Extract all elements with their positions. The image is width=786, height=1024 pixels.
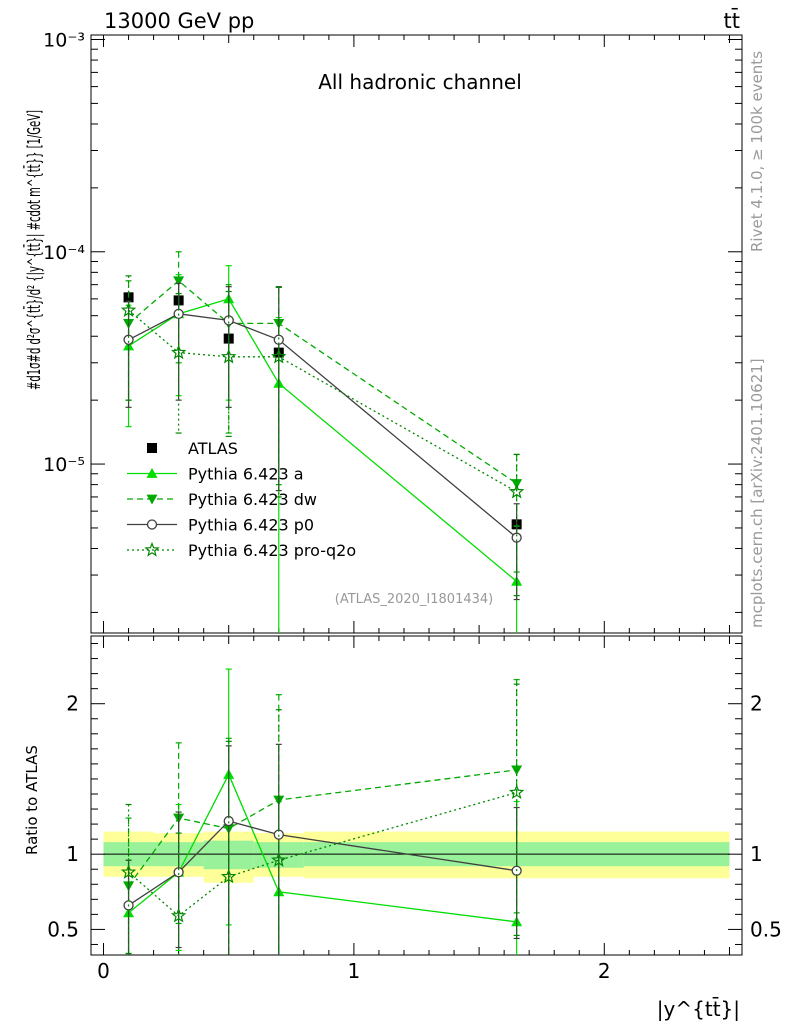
marker-pythia-6-423-pro-q2o: [170, 344, 187, 360]
mcplots-label: mcplots.cern.ch [arXiv:2401.10621]: [748, 358, 766, 628]
legend: ATLAS Pythia 6.423 a Pythia 6.423 dw Pythia…: [127, 439, 356, 560]
marker-pythia-6-423-pro-q2o: [120, 302, 137, 317]
legend-label-pythia-6-423-dw: Pythia 6.423 dw: [188, 490, 317, 509]
x-tick-label: 1: [348, 959, 361, 983]
legend-marker-atlas: [147, 443, 157, 453]
marker-pythia-6-423-p0: [511, 532, 522, 543]
x-tick-label: 0: [97, 959, 110, 983]
marker-pythia-6-423-pro-q2o: [220, 868, 237, 884]
y-tick-label: 10⁻⁴: [43, 242, 85, 264]
channel-label: All hadronic channel: [318, 70, 522, 94]
main-y-axis-title: #d1σ#d d²σ^{tt̄}/d² {|y^{tt̄}| #cdot m^{…: [23, 110, 45, 390]
main-axis-ticks: 10⁻⁵ 10⁻⁴ 10⁻³: [43, 29, 742, 633]
main-panel-frame: [90, 34, 743, 634]
marker-pythia-6-423-dw: [173, 276, 185, 287]
series-line-pythia-6-423-p0: [128, 313, 518, 539]
y-tick-label: 1: [66, 842, 79, 866]
series-line-pythia-6-423-pro-q2o: [128, 309, 517, 493]
x-tick-label: 2: [598, 959, 611, 983]
energy-label: 13000 GeV pp: [104, 9, 254, 33]
y-tick-label: 2: [66, 692, 79, 716]
legend-marker-pythia-6-423-p0: [146, 519, 158, 530]
legend-marker-pythia-6-423-a: [146, 468, 158, 478]
analysis-label: (ATLAS_2020_I1801434): [335, 592, 493, 607]
marker-pythia-6-423-p0: [173, 867, 184, 878]
y-tick-label-right: 0.5: [750, 917, 782, 941]
y-tick-label-right: 1: [750, 842, 763, 866]
legend-marker-pythia-6-423-pro-q2o: [144, 541, 160, 557]
x-axis-title: |y^{tt̄}|: [657, 996, 740, 1021]
main-series-layer: [120, 251, 525, 633]
legend-label-pythia-6-423-pro-q2o: Pythia 6.423 pro-q2o: [188, 541, 356, 560]
ratio-series-layer: [120, 668, 525, 955]
marker-pythia-6-423-pro-q2o: [508, 483, 525, 499]
ratio-panel-frame: [90, 635, 743, 956]
marker-pythia-6-423-pro-q2o: [220, 348, 237, 364]
marker-pythia-6-423-pro-q2o: [170, 907, 187, 923]
legend-label-pythia-6-423-a: Pythia 6.423 a: [188, 465, 304, 484]
marker-pythia-6-423-pro-q2o: [508, 784, 525, 800]
y-tick-label: 10⁻³: [43, 29, 85, 51]
ratio-axis-ticks: 0 1 2 0.5 0.5 1 1 2 2: [47, 636, 782, 983]
legend-label-atlas: ATLAS: [188, 439, 238, 458]
marker-pythia-6-423-pro-q2o: [271, 348, 287, 364]
ratio-uncertainty-bands: [103, 831, 730, 883]
y-tick-label: 10⁻⁵: [43, 454, 85, 476]
rivet-version-label: Rivet 4.1.0, ≥ 100k events: [748, 51, 766, 252]
marker-pythia-6-423-p0: [223, 315, 234, 326]
y-tick-label: 0.5: [47, 917, 79, 941]
series-line-pythia-6-423-a: [128, 298, 518, 582]
legend-marker-pythia-6-423-dw: [146, 494, 158, 505]
marker-pythia-6-423-p0: [123, 334, 134, 345]
y-tick-label-right: 2: [750, 692, 763, 716]
marker-pythia-6-423-pro-q2o: [271, 852, 287, 867]
process-label: tt̄: [724, 8, 740, 33]
series-line-pythia-6-423-pro-q2o: [128, 791, 517, 917]
legend-label-pythia-6-423-p0: Pythia 6.423 p0: [188, 516, 314, 535]
marker-pythia-6-423-pro-q2o: [120, 864, 137, 879]
ratio-y-axis-title: Ratio to ATLAS: [23, 745, 41, 855]
